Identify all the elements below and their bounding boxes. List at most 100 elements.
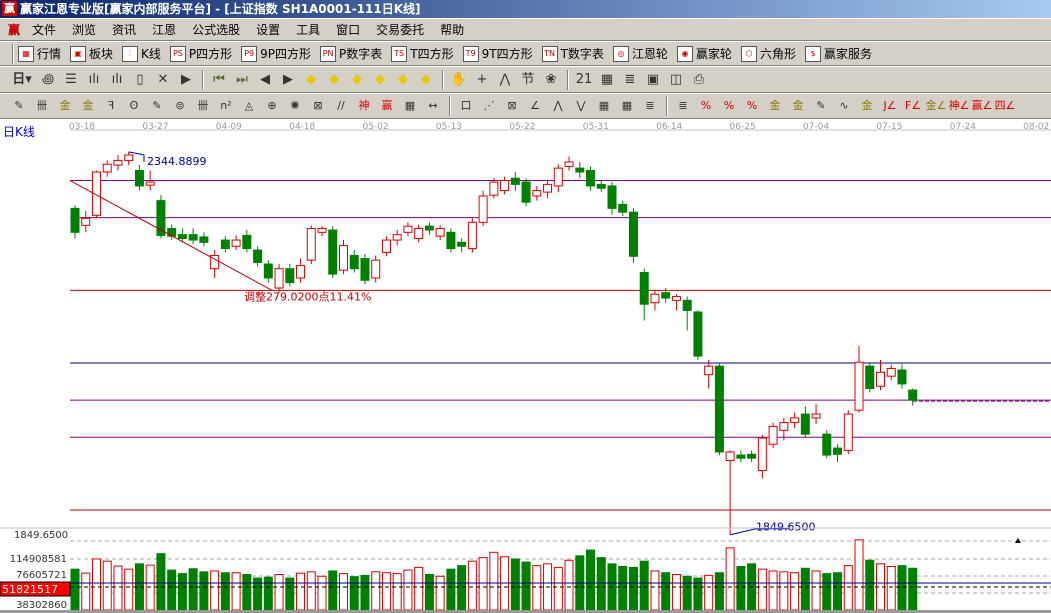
toolbar-button-dollar[interactable]: $ 赢家服务 xyxy=(804,45,872,62)
toolbar-button-sector-grid[interactable]: ▣ 板块 xyxy=(70,45,113,62)
box-icon[interactable]: ⊠ xyxy=(313,99,323,112)
toolbar-button-gann-wheel[interactable]: ◎ 江恩轮 xyxy=(612,45,668,62)
toolbar-button-winner-wheel[interactable]: ◉ 赢家轮 xyxy=(676,45,732,62)
last-icon[interactable]: ⏭ xyxy=(236,71,248,87)
menu-item[interactable]: 资讯 xyxy=(112,23,137,37)
j-angle-icon[interactable]: J∠ xyxy=(883,99,897,112)
chart-style-icon[interactable]: ꩜ xyxy=(41,71,55,87)
pct-lines-icon[interactable]: % xyxy=(746,99,758,112)
angle-icon[interactable]: ⋀ xyxy=(553,99,563,112)
table-icon[interactable]: ≣ xyxy=(678,99,688,112)
first-icon[interactable]: ⏮ xyxy=(213,71,225,87)
grid2-icon[interactable]: ▦ xyxy=(598,99,610,112)
measure-icon[interactable]: ↔ xyxy=(428,99,438,112)
toolbar-button-ts[interactable]: TS T四方形 xyxy=(391,45,454,62)
expand-h-icon[interactable]: ◆ xyxy=(352,71,362,87)
save-icon[interactable]: ▣ xyxy=(646,71,660,87)
ying-icon[interactable]: 赢 xyxy=(381,99,393,112)
left-diamond-icon[interactable]: ◆ xyxy=(306,71,316,87)
gold2-icon[interactable]: 金 xyxy=(82,99,94,112)
grid-icon[interactable]: ▦ xyxy=(404,99,416,112)
flag-icon[interactable]: ▶ xyxy=(181,71,191,87)
toolbar-button-tn[interactable]: TN T数字表 xyxy=(541,45,604,62)
lines-icon[interactable]: ≣ xyxy=(645,99,655,112)
toolbar-button-hexagon[interactable]: ⬡ 六角形 xyxy=(740,45,796,62)
fib-icon[interactable]: ꟻ xyxy=(107,99,115,112)
menu-item[interactable]: 窗口 xyxy=(336,23,361,37)
menu-item[interactable]: 文件 xyxy=(32,23,57,37)
expand-icon[interactable]: ◆ xyxy=(398,71,408,87)
volume-bar-up xyxy=(553,566,563,611)
vlines2-icon[interactable]: 卌 xyxy=(197,99,209,112)
next-icon[interactable]: ▶ xyxy=(283,71,293,87)
box-fan-icon[interactable]: ⊠ xyxy=(507,99,517,112)
rect-icon[interactable]: 口 xyxy=(460,99,472,112)
candle-up xyxy=(81,217,91,226)
period-select[interactable]: 日▾ xyxy=(12,71,32,87)
menu-item[interactable]: 设置 xyxy=(256,23,281,37)
zigzag-icon[interactable]: ⋁ xyxy=(576,99,586,112)
notes-icon[interactable]: ☰ xyxy=(65,71,77,87)
line-draw-icon[interactable]: ⋀ xyxy=(499,71,511,87)
grid3-icon[interactable]: ▦ xyxy=(621,99,633,112)
kline-chart[interactable]: 03-18 03-27 04-09 04-18 05-02 05-13 05-22 05-31… xyxy=(0,119,1051,613)
right-diamond-icon[interactable]: ◆ xyxy=(329,71,339,87)
radar-icon[interactable]: ✺ xyxy=(290,99,300,112)
shen-icon[interactable]: 神 xyxy=(358,99,370,112)
calendar-icon[interactable]: 21 xyxy=(575,71,593,87)
menu-item[interactable]: 浏览 xyxy=(72,23,97,37)
hand-icon[interactable]: ✋ xyxy=(450,71,468,87)
vlines-icon[interactable]: 卌 xyxy=(36,99,48,112)
brush-icon[interactable]: ✎ xyxy=(152,99,162,112)
target-icon[interactable]: ⊕ xyxy=(267,99,277,112)
menu-item[interactable]: 公式选股 xyxy=(192,23,241,37)
calculator-icon[interactable]: ▦ xyxy=(600,71,614,87)
fan2-icon[interactable]: ∠ xyxy=(530,99,540,112)
toolbar-button-t9[interactable]: T9 9T四方形 xyxy=(462,45,533,62)
wave-icon[interactable]: ∿ xyxy=(839,99,849,112)
parallel-icon[interactable]: // xyxy=(337,99,345,112)
pen-icon[interactable]: ✎ xyxy=(816,99,826,112)
gold1-icon[interactable]: 金 xyxy=(59,99,71,112)
network-icon[interactable]: ◫ xyxy=(669,71,683,87)
toolbar-button-quote-table[interactable]: ▦ 行情 xyxy=(18,45,61,62)
document-icon[interactable]: ≣ xyxy=(624,71,636,87)
gold-circle-icon[interactable]: 金 xyxy=(769,99,781,112)
n2-icon[interactable]: n² xyxy=(220,99,232,112)
pencil-icon[interactable]: ✎ xyxy=(14,99,24,112)
print-icon[interactable]: ⎙ xyxy=(693,71,705,87)
crosshair-icon[interactable]: + xyxy=(476,71,488,87)
four-angle-icon[interactable]: 四∠ xyxy=(994,99,1016,112)
expand-v-icon[interactable]: ◆ xyxy=(421,71,431,87)
toolbar-button-ps[interactable]: PS P四方形 xyxy=(169,45,232,62)
toolbar-button-p9[interactable]: P9 9P四方形 xyxy=(241,45,311,62)
percent-icon[interactable]: % xyxy=(723,99,735,112)
ying-angle-icon[interactable]: 赢∠ xyxy=(971,99,993,112)
circle-icon[interactable]: ⊜ xyxy=(175,99,185,112)
shrink-icon[interactable]: ◆ xyxy=(375,71,385,87)
menu-item[interactable]: 交易委托 xyxy=(376,23,425,37)
shen-angle-icon[interactable]: 神∠ xyxy=(948,99,970,112)
pct-slash-icon[interactable]: % xyxy=(700,99,712,112)
spiral-icon[interactable]: ʘ xyxy=(129,99,139,112)
wave9-icon[interactable]: ılı xyxy=(111,71,123,87)
gold-lines-icon[interactable]: 金 xyxy=(792,99,804,112)
wave3-icon[interactable]: ılı xyxy=(88,71,100,87)
tree-icon[interactable]: ❀ xyxy=(545,71,557,87)
date-tick: 04-09 xyxy=(216,122,242,132)
menu-item[interactable]: 工具 xyxy=(296,23,321,37)
gold-angle-icon[interactable]: 金∠ xyxy=(925,99,947,112)
node-icon[interactable]: 节 xyxy=(521,71,535,87)
fan-icon[interactable]: ⋰ xyxy=(483,99,495,112)
toolbar-button-pn[interactable]: PN P数字表 xyxy=(320,45,382,62)
candle-type-icon[interactable]: ▯ xyxy=(136,71,144,87)
candle-up xyxy=(392,234,402,241)
toolbar-button-kline[interactable]: ⫶ K线 xyxy=(122,45,161,62)
menu-item[interactable]: 帮助 xyxy=(440,23,465,37)
f-angle-icon[interactable]: F∠ xyxy=(904,99,922,112)
menu-item[interactable]: 江恩 xyxy=(152,23,177,37)
prev-icon[interactable]: ◀ xyxy=(260,71,270,87)
indicator-icon[interactable]: ✕ xyxy=(157,71,169,87)
triangle-icon[interactable]: ◬ xyxy=(244,99,254,112)
gold-icon[interactable]: 金 xyxy=(861,99,873,112)
